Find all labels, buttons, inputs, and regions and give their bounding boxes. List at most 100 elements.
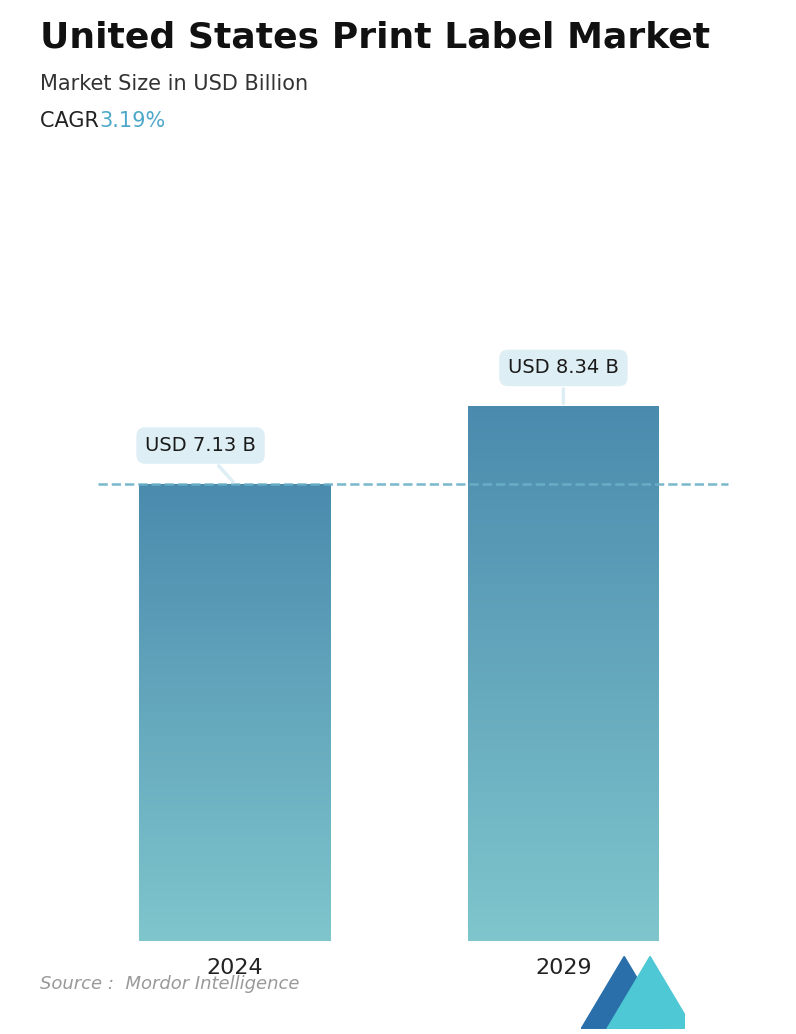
Bar xyxy=(139,822,330,823)
Bar xyxy=(467,734,659,735)
Bar xyxy=(139,898,330,899)
Bar xyxy=(467,759,659,760)
Bar xyxy=(139,602,330,603)
Bar xyxy=(467,415,659,416)
Bar xyxy=(139,739,330,741)
Bar xyxy=(139,832,330,833)
Bar xyxy=(139,810,330,811)
Bar xyxy=(467,485,659,486)
Bar xyxy=(467,636,659,638)
Bar xyxy=(139,692,330,693)
Bar xyxy=(467,696,659,698)
Bar xyxy=(467,410,659,412)
Bar xyxy=(139,769,330,770)
Bar xyxy=(139,501,330,503)
Bar xyxy=(467,802,659,803)
Bar xyxy=(139,888,330,889)
Bar xyxy=(139,718,330,720)
Bar xyxy=(467,755,659,757)
Bar xyxy=(139,851,330,852)
Bar xyxy=(139,801,330,802)
Bar xyxy=(467,803,659,804)
Bar xyxy=(467,790,659,791)
Bar xyxy=(139,862,330,863)
Bar xyxy=(139,584,330,585)
Bar xyxy=(139,749,330,750)
Bar xyxy=(139,567,330,568)
Bar xyxy=(467,570,659,571)
Bar xyxy=(139,499,330,501)
Bar xyxy=(139,485,330,486)
Bar xyxy=(139,575,330,576)
Bar xyxy=(139,625,330,626)
Bar xyxy=(467,772,659,773)
Bar xyxy=(467,670,659,671)
Bar xyxy=(467,773,659,776)
Bar xyxy=(139,782,330,783)
Bar xyxy=(467,493,659,494)
Bar xyxy=(467,589,659,590)
Bar xyxy=(467,658,659,659)
Bar xyxy=(467,454,659,456)
Bar xyxy=(139,835,330,837)
Bar xyxy=(139,660,330,661)
Bar xyxy=(139,834,330,835)
Bar xyxy=(139,896,330,898)
Bar xyxy=(467,671,659,672)
Bar xyxy=(467,554,659,556)
Bar xyxy=(139,635,330,636)
Bar xyxy=(467,881,659,882)
Bar xyxy=(467,771,659,772)
Bar xyxy=(139,732,330,733)
Bar xyxy=(467,846,659,848)
Bar xyxy=(139,829,330,830)
Bar xyxy=(467,621,659,622)
Bar xyxy=(139,523,330,524)
Bar xyxy=(467,676,659,677)
Bar xyxy=(139,627,330,628)
Bar xyxy=(467,687,659,689)
Bar xyxy=(139,788,330,789)
Bar xyxy=(139,607,330,608)
Bar xyxy=(139,747,330,748)
Bar xyxy=(139,528,330,529)
Bar xyxy=(139,721,330,722)
Bar xyxy=(139,557,330,558)
Bar xyxy=(139,716,330,717)
Bar xyxy=(139,891,330,893)
Bar xyxy=(139,856,330,857)
Bar xyxy=(467,629,659,630)
Bar xyxy=(467,850,659,851)
Bar xyxy=(467,448,659,449)
Bar xyxy=(139,645,330,646)
Text: Source :  Mordor Intelligence: Source : Mordor Intelligence xyxy=(40,975,299,993)
Bar xyxy=(139,582,330,583)
Bar xyxy=(139,743,330,744)
Bar xyxy=(467,694,659,695)
Bar xyxy=(467,447,659,448)
Bar xyxy=(467,548,659,549)
Bar xyxy=(467,837,659,838)
Bar xyxy=(139,870,330,872)
Bar xyxy=(467,854,659,855)
Bar xyxy=(139,812,330,813)
Bar xyxy=(467,453,659,454)
Bar xyxy=(467,932,659,933)
Bar xyxy=(467,413,659,415)
Bar xyxy=(467,501,659,503)
Bar xyxy=(467,891,659,892)
Bar xyxy=(139,754,330,755)
Bar xyxy=(139,817,330,818)
Bar xyxy=(467,477,659,479)
Bar xyxy=(139,852,330,853)
Bar xyxy=(467,712,659,713)
Bar xyxy=(467,838,659,840)
Bar xyxy=(467,511,659,512)
Bar xyxy=(467,894,659,895)
Bar xyxy=(467,583,659,584)
Bar xyxy=(467,598,659,599)
Bar xyxy=(467,666,659,667)
Bar xyxy=(467,437,659,438)
Bar xyxy=(139,506,330,507)
Bar xyxy=(139,853,330,854)
